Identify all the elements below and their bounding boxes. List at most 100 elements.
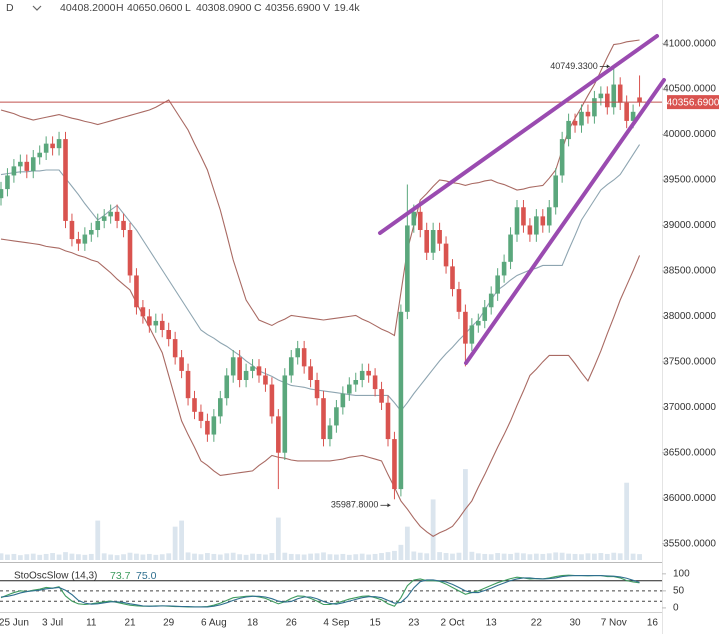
volume-bar bbox=[379, 553, 384, 560]
candle-body bbox=[630, 111, 636, 121]
indicator-tick-label: 0 bbox=[673, 603, 679, 614]
x-tick-label: 13 bbox=[486, 618, 498, 629]
volume-bar bbox=[404, 526, 410, 560]
candle-body bbox=[430, 230, 436, 253]
volume-bar bbox=[579, 554, 584, 560]
x-tick-label: 18 bbox=[247, 618, 259, 629]
volume-bar bbox=[211, 553, 217, 560]
x-tick-label: 30 bbox=[569, 618, 581, 629]
candle-body bbox=[147, 316, 152, 326]
candle-body bbox=[437, 230, 442, 244]
candle-body bbox=[224, 375, 230, 399]
candle-body bbox=[424, 230, 429, 253]
volume-bar bbox=[495, 553, 501, 560]
volume-bar bbox=[430, 499, 436, 560]
volume-bar bbox=[108, 554, 114, 560]
candle-body bbox=[230, 357, 236, 376]
x-tick-label: 16 bbox=[647, 618, 659, 629]
volume-bar bbox=[598, 553, 604, 560]
volume-bar bbox=[17, 555, 23, 560]
volume-bar bbox=[146, 553, 152, 560]
candle-body bbox=[269, 384, 275, 417]
volume-bar bbox=[217, 554, 223, 560]
candle-body bbox=[243, 370, 249, 380]
y-tick-label: 35500.0000 bbox=[663, 538, 716, 549]
x-tick-label: 6 Aug bbox=[201, 618, 227, 629]
volume-bar bbox=[301, 554, 307, 560]
candle-body bbox=[82, 234, 88, 244]
candle-body bbox=[18, 161, 23, 167]
volume-bar bbox=[140, 554, 146, 560]
volume-bar bbox=[82, 554, 88, 560]
candle-body bbox=[95, 220, 101, 230]
volume-bar bbox=[508, 553, 513, 560]
volume-bar bbox=[69, 553, 75, 560]
candle-body bbox=[89, 230, 94, 235]
volume-bar bbox=[501, 553, 507, 560]
x-tick-label: 7 Nov bbox=[601, 618, 627, 629]
interval-chevron[interactable] bbox=[32, 5, 42, 11]
x-tick-label: 25 Jun bbox=[0, 618, 29, 629]
volume-bar bbox=[43, 553, 49, 560]
interval[interactable]: D bbox=[6, 2, 14, 14]
bollinger-lower bbox=[0, 238, 641, 538]
candle-body bbox=[237, 357, 242, 380]
header-key: C bbox=[254, 2, 262, 14]
candle-body bbox=[598, 93, 604, 99]
y-tick-label: 41000.0000 bbox=[663, 38, 716, 49]
volume-bar bbox=[553, 552, 559, 560]
candle-body bbox=[185, 370, 191, 399]
y-tick-label: 37000.0000 bbox=[663, 402, 716, 413]
volume-bar bbox=[624, 482, 630, 560]
volume-bar bbox=[327, 554, 333, 560]
volume-bar bbox=[359, 553, 365, 560]
x-tick-label: 23 bbox=[408, 618, 420, 629]
volume-bar bbox=[521, 553, 526, 560]
candle-body bbox=[334, 407, 339, 426]
volume-bar bbox=[250, 553, 255, 560]
indicator-tick-label: 50 bbox=[673, 586, 685, 597]
volume-bar bbox=[114, 555, 120, 560]
volume-bar bbox=[56, 554, 62, 560]
candle-body bbox=[198, 411, 204, 421]
indicator-value: 75.0 bbox=[136, 570, 157, 582]
volume-bar bbox=[392, 550, 397, 560]
volume-bar bbox=[611, 552, 617, 560]
volume-bar bbox=[308, 553, 313, 560]
volume-bar bbox=[572, 553, 578, 560]
volume-bar bbox=[37, 554, 43, 560]
bollinger-upper bbox=[0, 39, 640, 337]
candle-body bbox=[340, 393, 346, 408]
indicator-line bbox=[0, 574, 640, 608]
volume-bar bbox=[288, 553, 294, 560]
volume-bar bbox=[514, 552, 520, 560]
trendline-lower bbox=[464, 78, 666, 365]
volume-bar bbox=[585, 553, 591, 560]
volume-bar bbox=[546, 553, 552, 560]
candle-body bbox=[372, 375, 378, 390]
candle-body bbox=[450, 266, 455, 290]
volume-bar bbox=[353, 554, 359, 560]
annotation-arrowhead bbox=[387, 503, 391, 508]
volume-bar bbox=[295, 554, 301, 560]
y-tick-label: 36500.0000 bbox=[663, 447, 716, 458]
candle-body bbox=[611, 84, 617, 108]
volume-bar bbox=[63, 552, 68, 560]
candle-body bbox=[411, 211, 417, 226]
x-tick-label: 4 Sep bbox=[323, 618, 350, 629]
header-open: 40408.2000 bbox=[60, 2, 116, 14]
y-tick-label: 39000.0000 bbox=[663, 220, 716, 231]
candle-body bbox=[482, 307, 488, 321]
header-value: 40356.6900 bbox=[265, 2, 321, 14]
header-value: 19.4k bbox=[334, 2, 360, 14]
candle-body bbox=[192, 398, 197, 412]
candle-body bbox=[172, 339, 178, 358]
indicator-title: StoOscSlow (14,3) bbox=[14, 571, 97, 582]
indicator-value: 73.7 bbox=[110, 570, 131, 582]
x-tick-label: 26 bbox=[286, 618, 298, 629]
candle-body bbox=[50, 143, 55, 149]
x-tick-label: 21 bbox=[124, 618, 136, 629]
volume-bar bbox=[205, 553, 210, 560]
candle-body bbox=[211, 416, 217, 435]
candle-body bbox=[101, 216, 107, 221]
